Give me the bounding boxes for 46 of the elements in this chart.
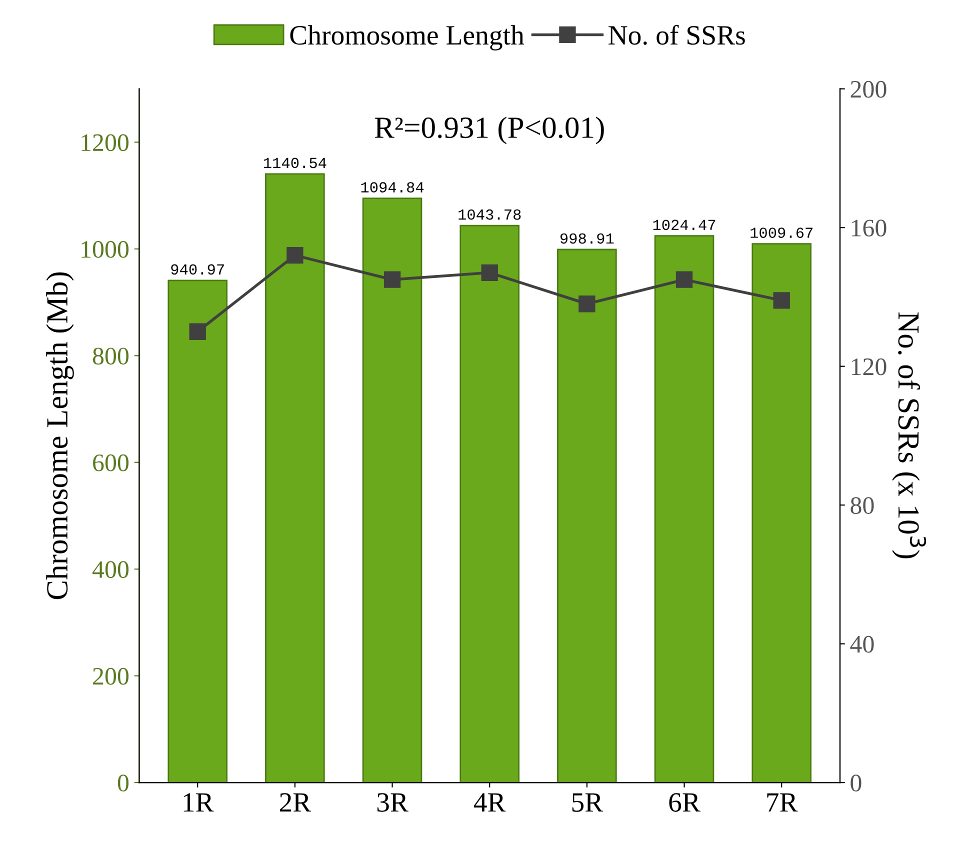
- legend-label: Chromosome Length: [290, 25, 524, 50]
- bar: [168, 280, 228, 783]
- y-axis-title: Chromosome Length (Mb): [46, 272, 74, 600]
- data-label: 998.91: [560, 233, 614, 244]
- y2-tick-label: 200: [850, 80, 886, 98]
- point: [481, 264, 498, 281]
- legend-label: No. of SSRs: [608, 24, 745, 45]
- y2-tick-label: 120: [852, 358, 886, 376]
- y2-axis-title: No. of SSRs (x 10$^{3}$): [892, 312, 926, 558]
- y-tick-label: 1200: [82, 134, 129, 152]
- point: [676, 271, 693, 288]
- y-tick-label: 0: [118, 774, 129, 792]
- bar: [654, 235, 714, 783]
- y-tick-label: 800: [92, 348, 129, 365]
- data-label: 940.97: [171, 264, 224, 275]
- bar: [557, 248, 617, 783]
- y2-tick-label: 0: [850, 774, 862, 792]
- x-tick-label: 5R: [572, 793, 604, 812]
- y-tick-label: 1000: [82, 240, 129, 258]
- x-tick-label: 7R: [767, 793, 798, 812]
- data-label: 1094.84: [361, 182, 424, 193]
- data-label: 1140.54: [264, 158, 326, 168]
- data-label: 1024.47: [653, 220, 716, 230]
- point: [384, 271, 401, 288]
- point: [773, 292, 790, 309]
- point: [578, 296, 596, 312]
- bar: [265, 173, 325, 783]
- y-tick-label: 200: [93, 668, 129, 685]
- x-tick-label: 4R: [474, 793, 506, 812]
- y-tick-label: 600: [93, 454, 129, 472]
- data-label: 1043.78: [458, 209, 521, 220]
- annotation: R²=0.931 (P<0.01): [374, 116, 604, 144]
- x-tick-label: 2R: [280, 793, 312, 812]
- x-tick-label: 3R: [377, 793, 408, 812]
- y2-tick-label: 160: [852, 220, 886, 236]
- data-label: 1009.67: [750, 228, 812, 238]
- x-tick-label: 6R: [669, 793, 700, 812]
- point: [189, 323, 206, 340]
- y-tick-label: 400: [92, 561, 129, 578]
- y2-tick-label: 40: [850, 636, 874, 653]
- y2-tick-label: 80: [850, 497, 874, 514]
- x-tick-label: 1R: [184, 793, 214, 812]
- bar: [752, 243, 812, 783]
- bar: [362, 198, 422, 783]
- point: [286, 246, 304, 264]
- bar: [460, 224, 520, 783]
